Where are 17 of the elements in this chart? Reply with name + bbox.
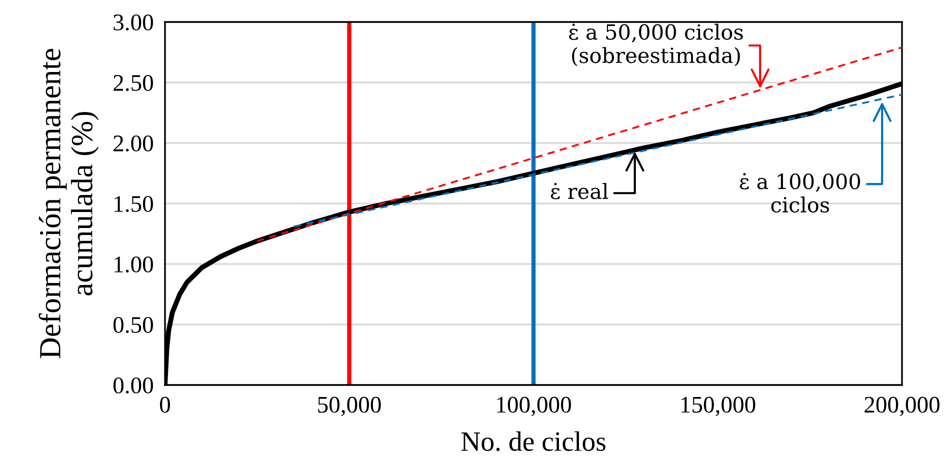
annotation: ε̇ a 100,000 ciclos <box>740 173 860 213</box>
x-tick-label: 100,000 <box>497 396 571 416</box>
y-tick-label: 2.50 <box>114 74 153 92</box>
x-tick-label: 50,000 <box>318 396 381 416</box>
x-axis-title: No. de ciclos <box>461 431 606 452</box>
y-tick-label: 0.00 <box>113 377 153 394</box>
y-tick-label: 3.00 <box>114 14 153 31</box>
x-tick-label: 200,000 <box>864 396 940 416</box>
y-tick-label: 2.00 <box>114 135 153 152</box>
y-tick-label: 0.50 <box>113 316 153 334</box>
annotation: ε̇ real <box>550 182 608 200</box>
annotation: ε̇ a 50,000 ciclos (sobreestimada) <box>569 24 743 66</box>
x-tick-label: 150,000 <box>681 396 756 416</box>
y-axis-title: Deformación permanente acumulada (%) <box>38 48 99 358</box>
x-tick-label: 0 <box>160 396 170 413</box>
y-tick-label: 1.00 <box>114 256 153 273</box>
y-tick-label: 1.50 <box>114 196 153 212</box>
